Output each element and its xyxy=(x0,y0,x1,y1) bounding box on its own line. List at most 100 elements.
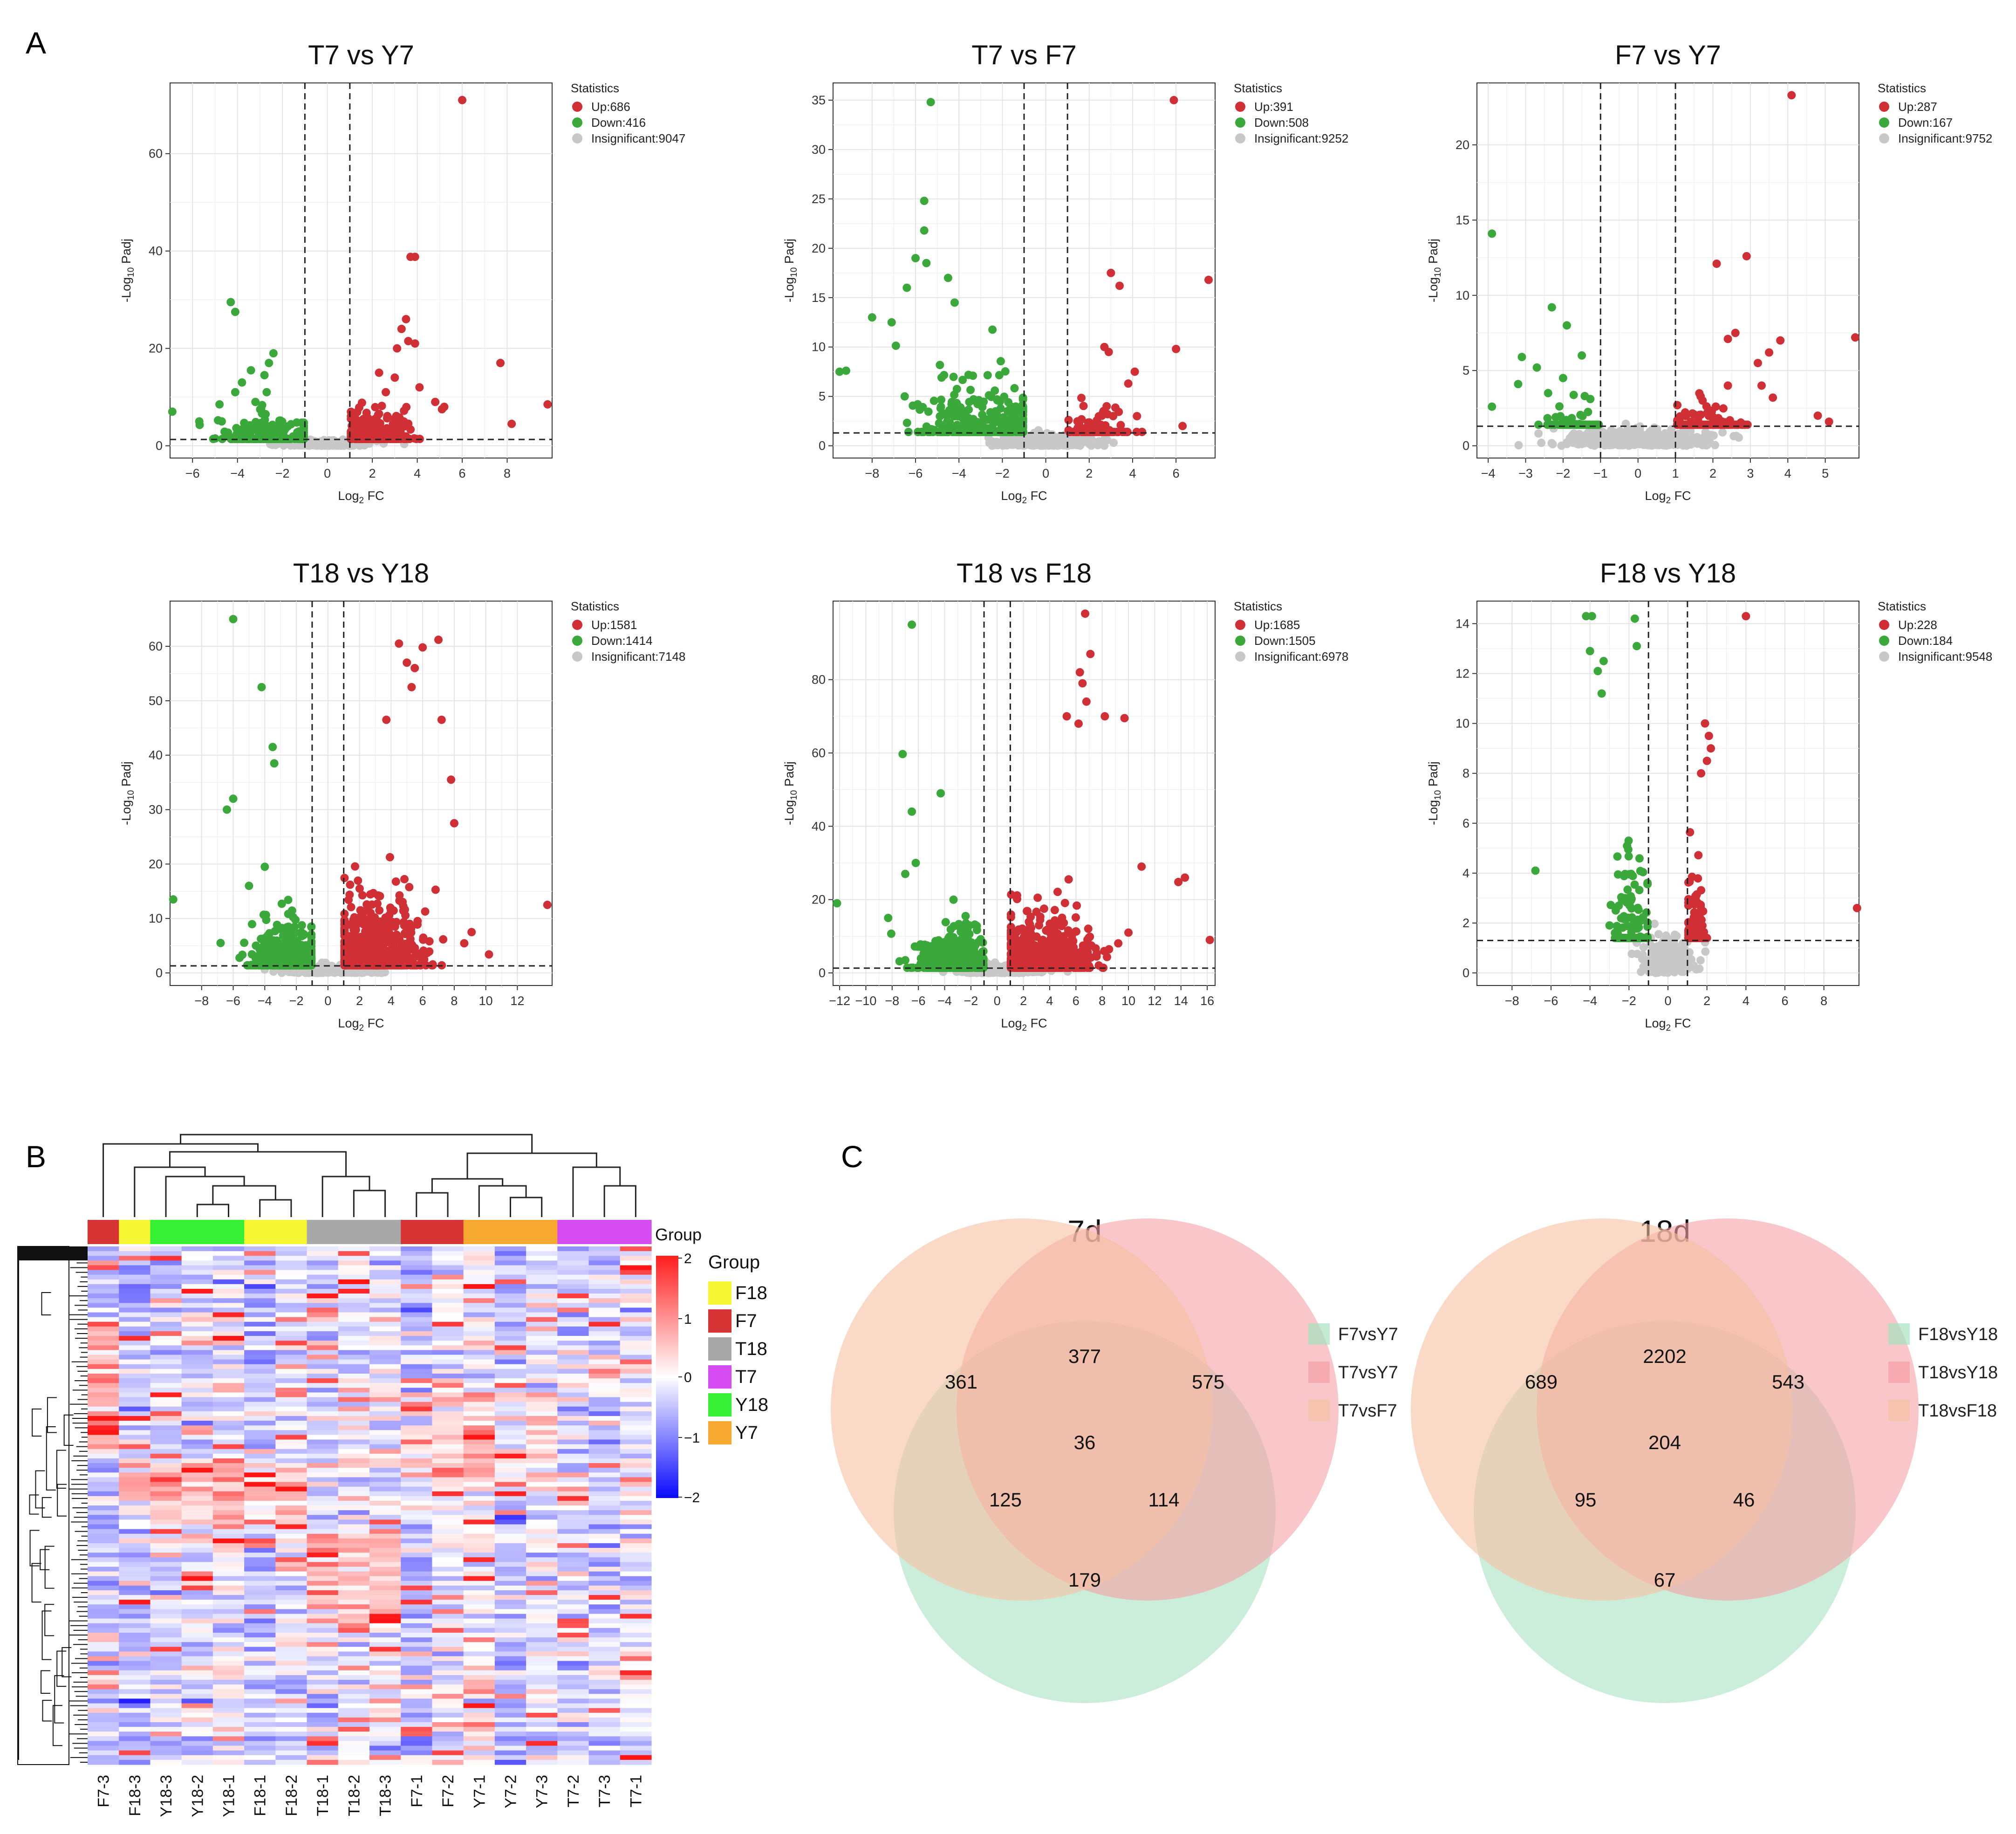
y-tick-label: 0 xyxy=(156,439,163,453)
down-outlier-point xyxy=(913,400,922,409)
insig-point xyxy=(1657,438,1666,447)
axis-text: FC xyxy=(364,489,384,503)
up-point xyxy=(355,913,364,922)
points xyxy=(835,96,1213,450)
up-point xyxy=(345,890,354,899)
x-axis-title: Log2 FC xyxy=(1645,489,1691,506)
x-tick-label: 8 xyxy=(451,994,458,1008)
insig-point xyxy=(1693,433,1702,442)
down-point xyxy=(949,372,958,381)
x-tick-label: 6 xyxy=(459,466,466,480)
insig-point xyxy=(351,968,360,977)
up-point xyxy=(347,903,355,911)
legend-insignificant-swatch xyxy=(572,651,582,662)
subscript: 2 xyxy=(359,1023,364,1033)
up-point xyxy=(362,408,371,417)
down-outlier-point xyxy=(168,407,177,416)
down-point xyxy=(247,421,256,430)
legend-up-label: Up:287 xyxy=(1898,100,1937,114)
down-point xyxy=(1576,411,1585,419)
y-tick-label: 60 xyxy=(149,147,163,161)
up-point xyxy=(349,925,358,934)
x-tick-label: −1 xyxy=(1593,466,1608,480)
up-point xyxy=(1696,411,1705,419)
up-point xyxy=(1687,417,1695,426)
x-tick-label: −8 xyxy=(194,994,209,1008)
up-outlier-point xyxy=(410,339,419,348)
down-point xyxy=(1584,420,1592,429)
down-point xyxy=(1569,390,1578,399)
up-outlier-point xyxy=(418,643,427,652)
up-outlier-point xyxy=(507,419,516,428)
down-point xyxy=(996,404,1005,413)
down-point xyxy=(945,410,954,418)
down-outlier-point xyxy=(950,298,959,307)
x-axis-title: Log2 FC xyxy=(338,489,384,506)
y-axis-title: -Log10 Padj xyxy=(1426,239,1443,302)
axis-text: FC xyxy=(1671,489,1691,503)
down-point xyxy=(969,371,977,380)
up-outlier-point xyxy=(1731,328,1740,337)
x-tick-label: −2 xyxy=(1556,466,1571,480)
down-point xyxy=(1010,384,1019,393)
x-tick-label: 6 xyxy=(419,994,426,1008)
x-tick-label: 2 xyxy=(369,466,376,480)
down-outlier-point xyxy=(1562,321,1571,330)
up-outlier-point xyxy=(437,405,446,414)
up-point xyxy=(1719,404,1728,413)
up-outlier-point xyxy=(407,683,416,691)
up-point xyxy=(1077,393,1086,402)
down-point xyxy=(272,951,281,960)
up-point xyxy=(340,955,349,964)
up-outlier-point xyxy=(1104,348,1113,356)
down-point xyxy=(272,936,281,945)
up-outlier-point xyxy=(402,315,410,323)
down-outlier-point xyxy=(902,283,911,292)
up-point xyxy=(367,914,376,923)
down-outlier-point xyxy=(1514,380,1523,389)
legend-title: Statistics xyxy=(1234,81,1282,95)
up-outlier-point xyxy=(1130,367,1139,376)
up-point xyxy=(1097,411,1106,420)
down-outlier-point xyxy=(229,615,238,623)
up-point xyxy=(389,932,397,941)
up-outlier-point xyxy=(399,417,408,426)
down-outlier-point xyxy=(222,805,231,814)
plot-frame xyxy=(1476,82,1859,458)
down-point xyxy=(904,427,913,436)
up-point xyxy=(1715,420,1723,429)
x-tick-label: 0 xyxy=(1634,466,1641,480)
x-tick-label: 4 xyxy=(1784,466,1791,480)
up-point xyxy=(402,432,410,441)
up-outlier-point xyxy=(1813,411,1822,420)
down-point xyxy=(224,428,232,437)
down-point xyxy=(924,407,933,416)
legend-insignificant-swatch xyxy=(572,133,582,144)
down-point xyxy=(993,427,1002,436)
legend-up-swatch xyxy=(572,620,582,630)
legend-up-swatch xyxy=(572,102,582,112)
down-point xyxy=(1534,420,1543,429)
down-point xyxy=(307,922,316,931)
up-point xyxy=(1071,913,1080,922)
y-tick-label: 5 xyxy=(819,390,826,404)
y-axis-title: -Log10 Padj xyxy=(119,239,136,302)
down-point xyxy=(255,435,264,444)
up-point xyxy=(351,862,360,871)
down-point xyxy=(969,415,977,424)
down-outlier-point xyxy=(238,378,246,387)
x-tick-label: 12 xyxy=(510,994,524,1008)
insig-point xyxy=(1718,428,1727,437)
x-tick-label: 6 xyxy=(1173,466,1180,480)
legend-insignificant-label: Insignificant:9752 xyxy=(1898,131,1992,145)
down-point xyxy=(240,938,249,947)
insig-point xyxy=(1009,440,1018,449)
up-outlier-point xyxy=(1757,381,1766,390)
up-point xyxy=(388,435,397,444)
down-point xyxy=(937,373,946,382)
x-tick-label: −6 xyxy=(226,994,240,1008)
x-tick-label: −6 xyxy=(909,466,923,480)
down-point xyxy=(1018,427,1027,436)
insig-point xyxy=(1053,438,1062,446)
